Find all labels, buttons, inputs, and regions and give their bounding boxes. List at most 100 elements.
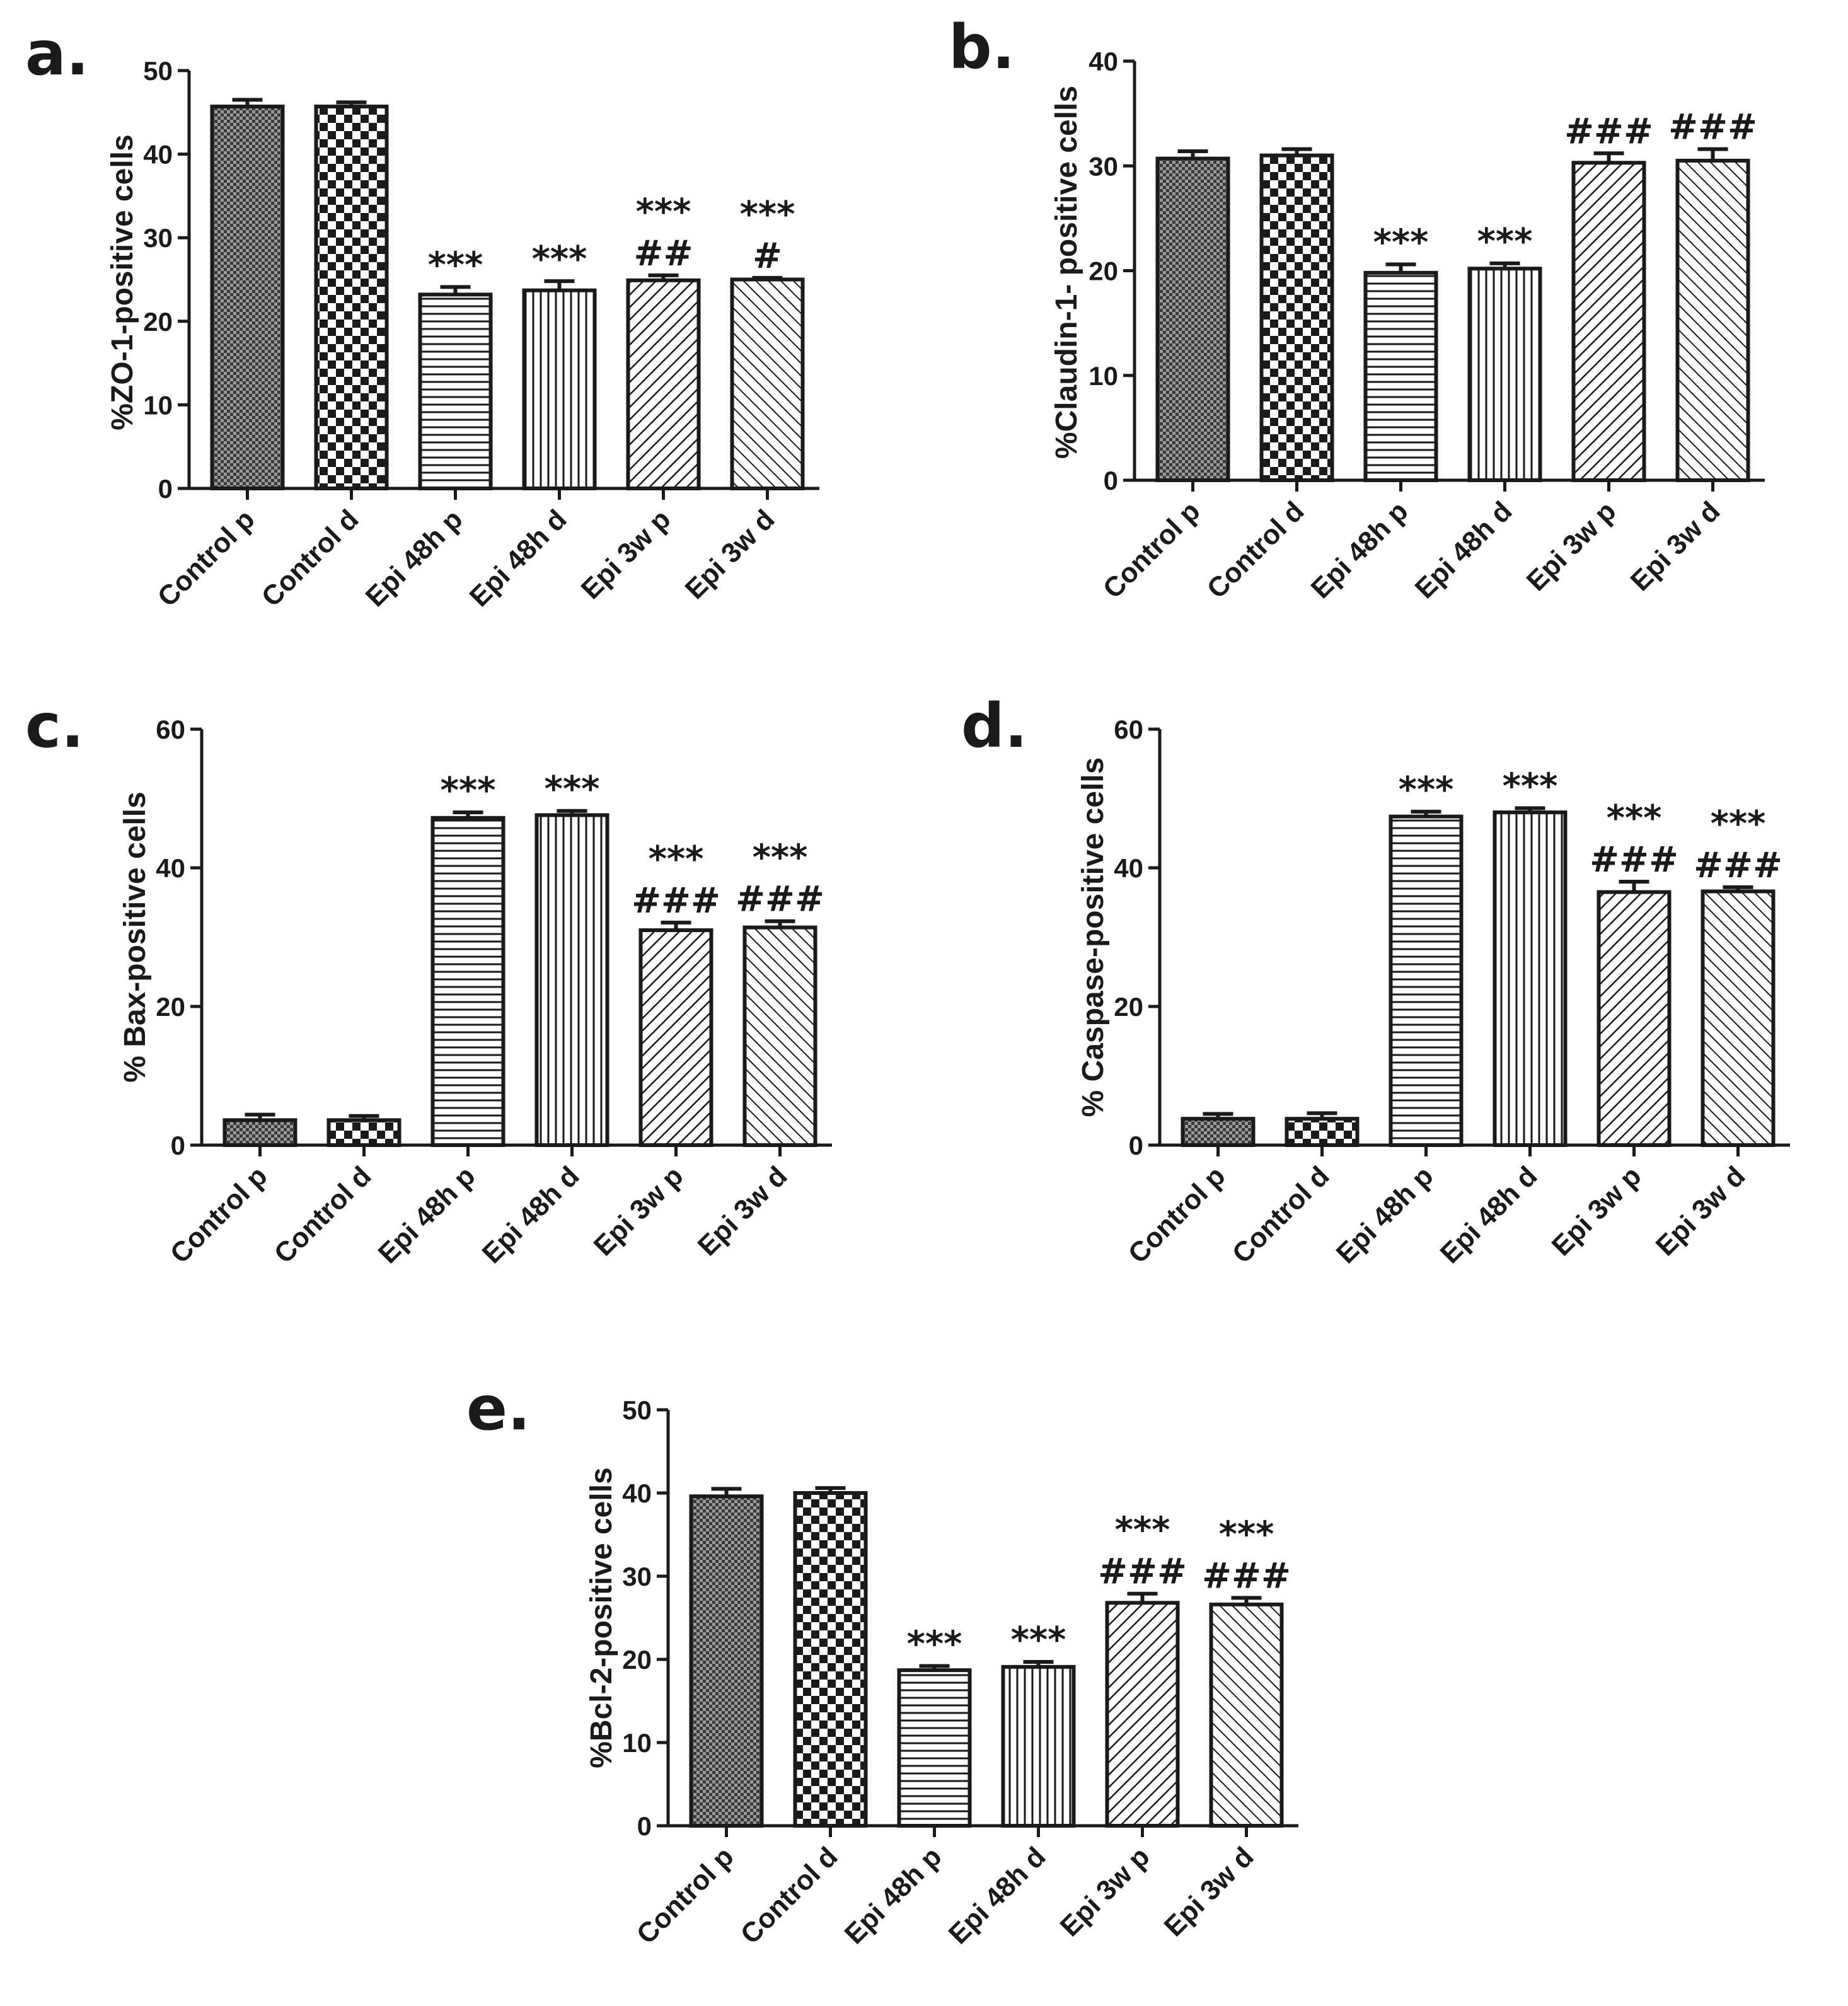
y-tick-label: 50 — [143, 56, 173, 86]
panel-label: b. — [949, 12, 1015, 83]
significance-label: *** — [1011, 1620, 1066, 1661]
significance-label: ### — [1098, 1552, 1187, 1593]
error-bar — [1619, 880, 1649, 892]
x-tick-label: Control d — [269, 1160, 378, 1269]
significance-label: *** — [1373, 222, 1429, 263]
y-axis-label: %ZO-1-positive cells — [106, 134, 139, 430]
y-tick-label: 30 — [622, 1562, 652, 1591]
significance-label: *** — [753, 838, 808, 879]
significance-label: *** — [428, 245, 483, 285]
error-bar — [1489, 261, 1520, 269]
significance-label: *** — [740, 194, 795, 235]
x-tick-label: Epi 3w p — [1054, 1841, 1156, 1942]
error-bar — [1723, 885, 1753, 892]
y-tick-label: 40 — [622, 1479, 652, 1508]
y-tick-label: 20 — [143, 307, 173, 337]
bar — [430, 816, 505, 1148]
x-tick-label: Epi 3w d — [679, 504, 781, 605]
bar — [1675, 158, 1750, 482]
y-axis-label: % Caspase-positive cells — [1077, 758, 1110, 1117]
significance-label: ### — [1590, 839, 1678, 880]
error-bar — [919, 1664, 950, 1671]
bar — [742, 925, 817, 1147]
bar — [1467, 267, 1542, 482]
bar — [689, 1494, 764, 1828]
chart-panel-c: c. % Bax-positive cells 0 20 40 60 Control pCo… — [25, 691, 832, 1269]
y-tick-label: 50 — [622, 1395, 652, 1425]
y-tick-label: 20 — [1089, 257, 1118, 286]
y-tick-label: 20 — [622, 1645, 652, 1675]
error-bar — [245, 1112, 275, 1121]
significance-label: ### — [632, 880, 720, 921]
chart-panel-a: a. %ZO-1-positive cells 0 10 20 30 40 50 Control… — [25, 18, 819, 613]
bar — [1285, 1117, 1360, 1147]
bar — [1181, 1117, 1256, 1147]
x-tick-label: Epi 48h p — [360, 504, 469, 613]
error-bar — [815, 1486, 846, 1493]
panel-label: d. — [961, 691, 1027, 761]
significance-label: ### — [1668, 107, 1757, 148]
x-tick-label: Epi 48h p — [1305, 495, 1414, 604]
significance-label: *** — [1503, 766, 1558, 807]
error-bar — [1411, 809, 1441, 817]
bar — [897, 1668, 972, 1828]
x-tick-label: Epi 3w d — [1625, 495, 1726, 597]
significance-label: *** — [649, 839, 704, 880]
bar — [1493, 810, 1568, 1147]
x-tick-label: Control d — [735, 1841, 844, 1950]
bar — [1105, 1601, 1180, 1828]
bar — [522, 288, 597, 490]
y-tick-label: 0 — [1104, 466, 1118, 495]
y-tick-label: 10 — [1089, 361, 1118, 391]
y-tick-label: 20 — [1114, 992, 1143, 1022]
x-tick-label: Epi 48h p — [839, 1841, 948, 1950]
x-tick-label: Epi 48h d — [1435, 1160, 1544, 1269]
x-tick-label: Epi 48h d — [464, 504, 573, 613]
y-tick-label: 60 — [156, 715, 185, 744]
y-tick-label: 0 — [158, 474, 173, 504]
bar — [1701, 889, 1776, 1148]
significance-label: *** — [907, 1624, 962, 1665]
bar — [638, 928, 713, 1147]
bar — [418, 292, 493, 490]
error-bar — [1231, 1596, 1262, 1605]
y-tick-label: 40 — [156, 853, 185, 883]
x-tick-label: Control d — [1227, 1160, 1336, 1269]
significance-label: ### — [1694, 845, 1782, 886]
significance-label: # — [753, 236, 782, 277]
bar — [1001, 1664, 1076, 1828]
error-bar — [232, 98, 263, 107]
x-tick-label: Control p — [165, 1160, 274, 1269]
error-bar — [765, 919, 795, 928]
y-tick-label: 30 — [143, 223, 173, 253]
y-tick-label: 0 — [1129, 1131, 1143, 1160]
error-bar — [1281, 147, 1312, 156]
y-axis-label: %Bcl-2-positive cells — [585, 1467, 618, 1768]
significance-label: *** — [1219, 1514, 1274, 1555]
x-tick-label: Control d — [1201, 495, 1310, 604]
bar — [210, 105, 285, 490]
error-bar — [1593, 151, 1624, 163]
significance-label: *** — [1607, 798, 1662, 839]
error-bar — [1127, 1591, 1158, 1603]
y-tick-label: 20 — [156, 992, 185, 1022]
y-tick-label: 0 — [171, 1131, 185, 1160]
significance-label: *** — [1477, 221, 1533, 262]
panel-label: a. — [25, 18, 89, 89]
error-bar — [1385, 262, 1416, 273]
error-bar — [1697, 147, 1728, 161]
bar — [1571, 161, 1646, 482]
y-tick-label: 40 — [1114, 853, 1143, 883]
significance-label: ## — [634, 233, 693, 274]
error-bar — [1203, 1112, 1233, 1119]
panel-label: e. — [466, 1373, 531, 1444]
x-tick-label: Epi 3w d — [1650, 1160, 1752, 1262]
x-tick-label: Control p — [1097, 495, 1206, 604]
y-tick-label: 10 — [143, 390, 173, 420]
error-bar — [752, 275, 783, 280]
bar — [534, 813, 609, 1147]
error-bar — [557, 809, 587, 816]
panel-label: c. — [25, 691, 84, 761]
x-tick-label: Epi 3w d — [692, 1160, 794, 1262]
